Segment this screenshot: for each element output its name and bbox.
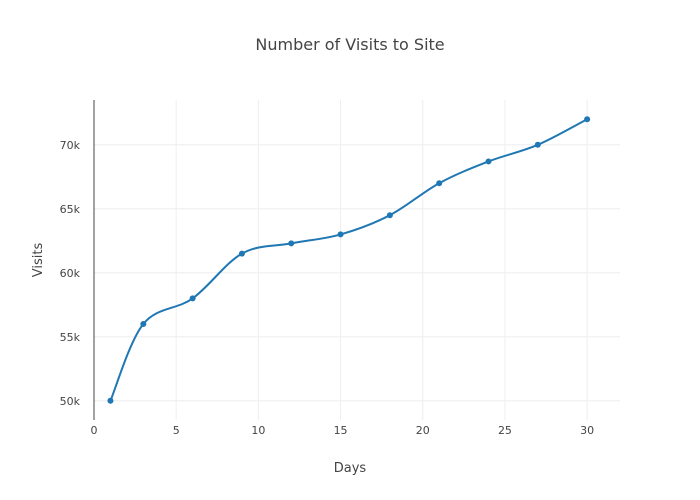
- data-point: [485, 158, 492, 165]
- x-axis-title: Days: [334, 461, 367, 476]
- data-point: [238, 250, 245, 257]
- x-tick-label: 25: [498, 424, 512, 437]
- x-tick-label: 0: [91, 424, 98, 437]
- chart-title: Number of Visits to Site: [255, 35, 444, 54]
- x-tick-label: 15: [334, 424, 348, 437]
- y-tick-label: 60k: [60, 267, 81, 280]
- data-point: [584, 116, 591, 123]
- data-point: [534, 141, 541, 148]
- data-point: [107, 397, 114, 404]
- y-tick-label: 65k: [60, 203, 81, 216]
- y-tick-label: 50k: [60, 395, 81, 408]
- y-axis-title: Visits: [31, 243, 46, 278]
- data-point: [436, 180, 443, 187]
- y-tick-label: 70k: [60, 139, 81, 152]
- series-line: [109, 118, 588, 402]
- y-tick-label: 55k: [60, 331, 81, 344]
- data-point: [386, 212, 393, 219]
- x-tick-label: 20: [416, 424, 430, 437]
- x-tick-label: 5: [173, 424, 180, 437]
- data-point: [337, 231, 344, 238]
- data-point: [140, 321, 147, 327]
- axes-layer: 0 5 10 15 20 25 30 50k 55k 60k 65k 70k: [60, 100, 594, 437]
- grid-layer: [94, 100, 620, 420]
- series-layer: [107, 116, 591, 404]
- data-point: [189, 295, 196, 302]
- x-tick-label: 10: [251, 424, 265, 437]
- data-point: [288, 240, 295, 247]
- x-tick-label: 30: [580, 424, 594, 437]
